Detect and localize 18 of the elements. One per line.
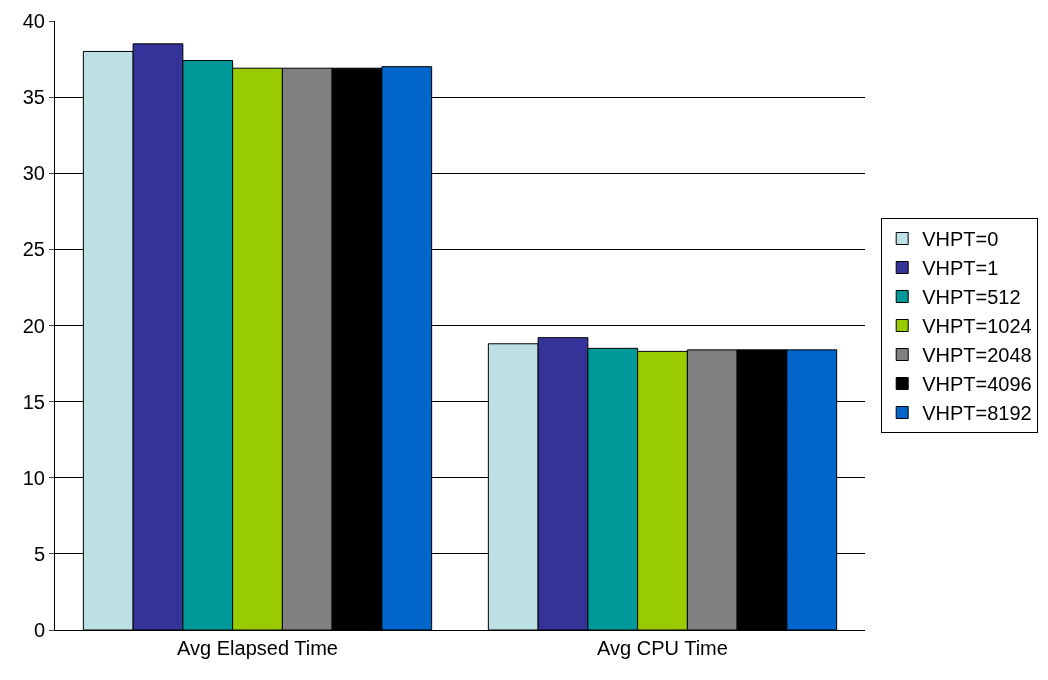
y-tick-label: 35: [22, 86, 45, 109]
x-tick-label: Avg CPU Time: [597, 637, 728, 659]
y-tick-label: 40: [22, 10, 45, 32]
y-tick-label: 30: [22, 162, 45, 185]
y-tick-label: 10: [22, 466, 45, 489]
y-tick-label: 15: [22, 390, 45, 413]
y-tick-label: 20: [22, 314, 45, 337]
legend-label: VHPT=0: [922, 228, 999, 251]
legend-label: VHPT=4096: [922, 373, 1032, 396]
y-tick-label: 0: [33, 619, 45, 641]
y-tick-label: 5: [33, 542, 45, 565]
legend-label: VHPT=1024: [922, 315, 1032, 338]
x-tick-label: Avg Elapsed Time: [177, 637, 338, 659]
y-tick-label: 25: [22, 238, 45, 261]
legend-label: VHPT=1: [922, 257, 999, 280]
legend-label: VHPT=512: [922, 286, 1021, 309]
legend-label: VHPT=8192: [922, 402, 1032, 425]
legend-label: VHPT=2048: [922, 344, 1032, 367]
